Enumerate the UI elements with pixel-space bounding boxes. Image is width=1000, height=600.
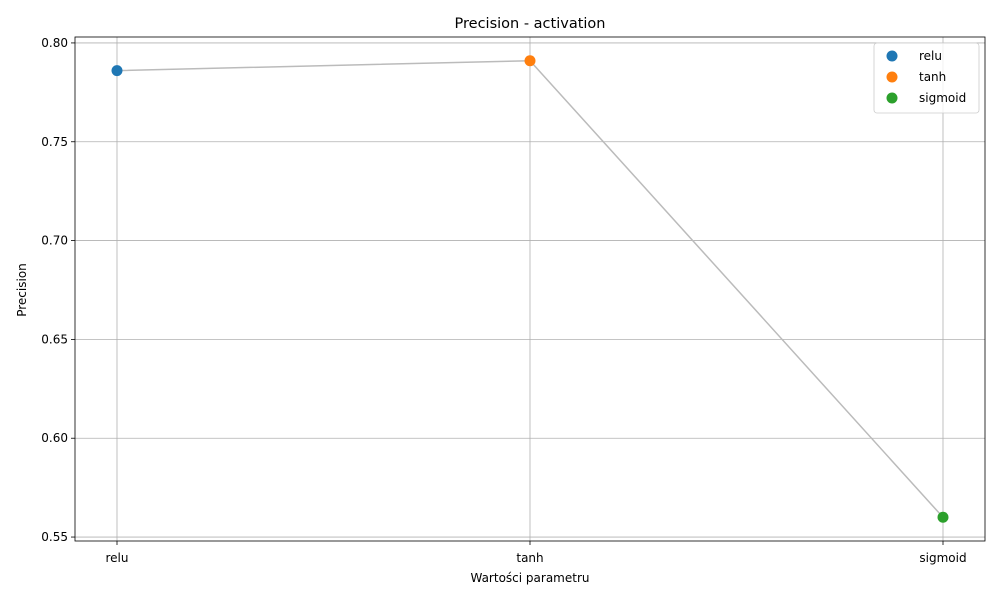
data-point-relu — [111, 65, 123, 77]
legend: relu tanh sigmoid — [873, 42, 980, 114]
y-tick-labels: 0.55 0.60 0.65 0.70 0.75 0.80 — [41, 36, 68, 544]
x-tick-label: relu — [106, 551, 129, 565]
y-tick-label: 0.70 — [41, 234, 68, 248]
x-tick-label: tanh — [516, 551, 543, 565]
x-axis-label: Wartości parametru — [470, 571, 589, 585]
x-tick-label: sigmoid — [919, 551, 966, 565]
axes — [71, 36, 986, 545]
data-points — [111, 55, 949, 523]
legend-marker-relu — [886, 50, 898, 62]
grid — [75, 37, 985, 541]
data-point-tanh — [524, 55, 536, 67]
y-tick-label: 0.75 — [41, 135, 68, 149]
x-tick-labels: relu tanh sigmoid — [106, 551, 967, 565]
legend-label: tanh — [919, 70, 946, 84]
plot-frame — [74, 36, 986, 542]
y-axis-label: Precision — [15, 263, 29, 317]
y-tick-label: 0.60 — [41, 431, 68, 445]
data-point-sigmoid — [937, 511, 949, 523]
legend-marker-sigmoid — [886, 92, 898, 104]
legend-marker-tanh — [886, 71, 898, 83]
legend-box — [873, 42, 980, 114]
y-tick-label: 0.65 — [41, 332, 68, 346]
chart-title: Precision - activation — [455, 16, 606, 32]
y-tick-label: 0.55 — [41, 530, 68, 544]
legend-label: sigmoid — [919, 91, 966, 105]
legend-label: relu — [919, 49, 942, 63]
y-tick-label: 0.80 — [41, 36, 68, 50]
